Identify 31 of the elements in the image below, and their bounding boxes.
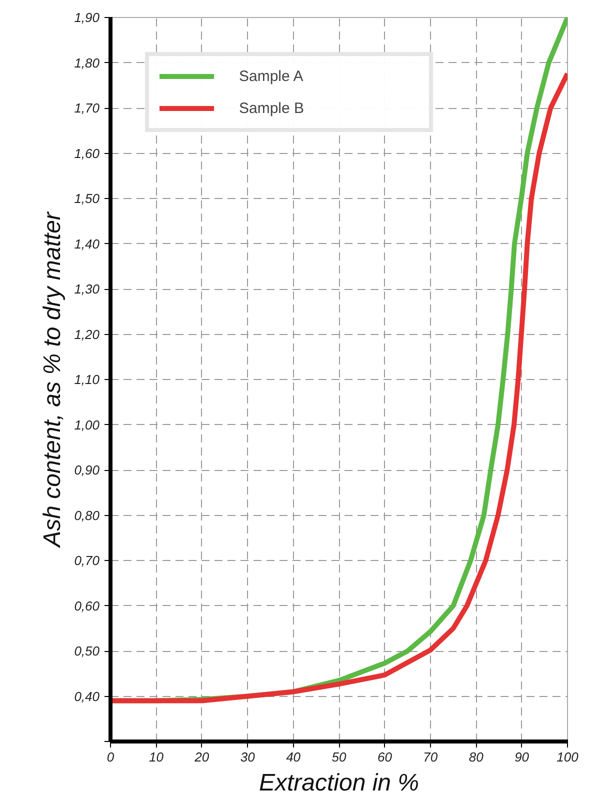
x-tick-label: 100 — [556, 750, 580, 764]
x-tick-label: 0 — [106, 750, 115, 764]
y-tick-label: 1,90 — [74, 10, 100, 25]
x-axis-title: Extraction in % — [258, 770, 420, 796]
y-tick-label: 1,60 — [74, 146, 100, 161]
x-tick-label: 60 — [377, 750, 393, 764]
y-tick-label: 1,70 — [74, 100, 100, 116]
x-tick-label: 30 — [240, 750, 256, 764]
legend-label: Sample A — [239, 68, 304, 84]
y-axis-title: Ash content, as % to dry matter — [39, 211, 66, 549]
y-tick-label: 0,90 — [74, 462, 100, 478]
x-tick-label: 90 — [514, 750, 530, 764]
y-tick-label: 1,50 — [74, 191, 100, 206]
y-tick-label: 0,60 — [74, 598, 100, 614]
y-tick-label: 0,50 — [74, 644, 100, 658]
x-tick-label: 70 — [423, 750, 438, 764]
y-tick-label: 0,70 — [74, 553, 100, 568]
x-tick-label: 80 — [468, 750, 484, 764]
y-tick-label: 0,80 — [74, 508, 100, 523]
x-tick-label: 20 — [194, 750, 210, 764]
y-tick-label: 1,40 — [74, 236, 100, 252]
y-tick-label: 1,00 — [74, 417, 100, 432]
y-tick-label: 1,30 — [74, 282, 100, 296]
y-tick-label: 1,20 — [74, 326, 100, 342]
y-tick-label: 1,10 — [74, 372, 100, 387]
legend-label: Sample B — [239, 100, 306, 116]
x-tick-label: 40 — [286, 750, 302, 764]
y-tick-label: 1,80 — [74, 55, 100, 70]
x-tick-label: 10 — [148, 750, 164, 764]
x-tick-label: 50 — [332, 750, 347, 764]
y-tick-label: 0,40 — [74, 688, 100, 704]
